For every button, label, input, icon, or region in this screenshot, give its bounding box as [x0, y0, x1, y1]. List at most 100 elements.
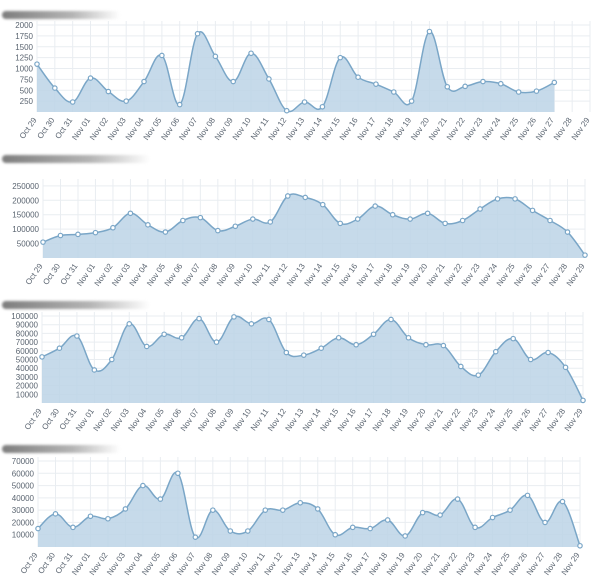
blurred-chart-title [2, 445, 120, 453]
data-point [250, 216, 256, 222]
data-point [494, 196, 501, 202]
data-point [284, 193, 291, 199]
data-point [105, 515, 111, 522]
data-point [126, 321, 133, 327]
x-tick-label: Nov 29 [563, 407, 585, 433]
data-point [178, 334, 185, 341]
data-point [70, 524, 76, 531]
data-point [145, 222, 151, 228]
data-point [547, 217, 553, 224]
data-point [75, 231, 81, 238]
data-point [407, 216, 413, 222]
data-point [489, 514, 496, 521]
y-tick-label: 1500 [15, 43, 33, 52]
chart-panel-4: 10000 20000 30000 40000 50000 60000 70000 Oct 2… [0, 435, 599, 581]
data-point [302, 194, 309, 201]
data-point [524, 492, 531, 499]
data-point [454, 496, 461, 502]
data-point [248, 50, 254, 57]
data-point [580, 397, 586, 404]
data-point [175, 470, 181, 477]
data-point [283, 107, 290, 114]
data-point [475, 372, 482, 378]
data-point [248, 321, 255, 327]
y-tick-label: 100000 [12, 225, 39, 234]
y-tick-label: 2000 [15, 21, 33, 30]
data-point [515, 89, 522, 95]
y-tick-label: 50000 [17, 240, 40, 249]
y-tick-label: 200000 [12, 196, 39, 205]
data-point [262, 507, 269, 513]
y-tick-label: 60000 [12, 469, 35, 478]
data-point [110, 224, 116, 231]
data-point [462, 83, 468, 90]
data-point [231, 314, 237, 320]
data-point [458, 363, 464, 370]
data-point [176, 101, 183, 108]
data-point [215, 227, 221, 234]
data-point [227, 528, 234, 534]
y-tick-label: 250000 [12, 182, 39, 191]
series-area [42, 316, 583, 403]
y-tick-label: 70000 [16, 338, 39, 347]
data-point [123, 98, 129, 104]
data-point [197, 214, 204, 221]
y-tick-label: 40000 [16, 364, 39, 373]
data-point [353, 341, 359, 348]
data-point [355, 74, 361, 81]
data-point [301, 99, 308, 105]
data-point [564, 229, 571, 235]
y-tick-label: 50000 [12, 482, 35, 491]
x-tick-label: Nov 29 [565, 262, 587, 288]
data-point [92, 229, 99, 236]
data-point [512, 196, 518, 202]
y-tick-label: 10000 [16, 390, 39, 399]
data-point [279, 507, 286, 513]
data-point [562, 364, 569, 371]
data-point [408, 98, 415, 104]
y-tick-label: 500 [20, 86, 34, 95]
x-tick-label: Nov 29 [560, 551, 582, 577]
data-point [582, 252, 588, 258]
data-point [91, 367, 98, 373]
data-point [426, 28, 433, 35]
chart-svg-3: 1000020000300004000050000600007000080000… [11, 312, 586, 433]
y-tick-label: 1000 [15, 65, 33, 74]
data-point [498, 80, 504, 87]
data-point [480, 78, 486, 85]
data-point [245, 528, 251, 534]
chart-panel-1: 250 500 750 1000 1250 1500 1750 2000 Oct 29 Oct 3… [0, 0, 599, 145]
data-point [472, 524, 478, 531]
data-point [444, 83, 451, 90]
data-point [230, 78, 237, 85]
data-point [440, 342, 447, 349]
data-point [423, 341, 429, 348]
data-point [180, 217, 186, 224]
data-point [283, 349, 290, 356]
data-point [527, 356, 534, 363]
data-point [335, 334, 342, 341]
data-point [372, 203, 378, 209]
data-point [319, 201, 326, 208]
data-point [389, 211, 396, 218]
data-point [442, 220, 448, 227]
x-tick-label: Oct 30 [36, 116, 57, 141]
y-tick-label: 100000 [11, 312, 38, 321]
blurred-chart-title [2, 11, 120, 19]
data-point [542, 519, 548, 526]
data-point [370, 331, 377, 338]
y-tick-label: 250 [20, 97, 34, 106]
data-point [267, 219, 274, 225]
y-tick-label: 10000 [12, 531, 35, 540]
data-point [162, 229, 169, 235]
blurred-chart-title [2, 301, 150, 309]
data-point [337, 220, 344, 227]
data-point [337, 54, 344, 61]
data-point [533, 88, 540, 94]
data-point [35, 525, 41, 532]
data-point [459, 217, 466, 224]
series-area [38, 472, 580, 547]
data-point [210, 507, 216, 513]
